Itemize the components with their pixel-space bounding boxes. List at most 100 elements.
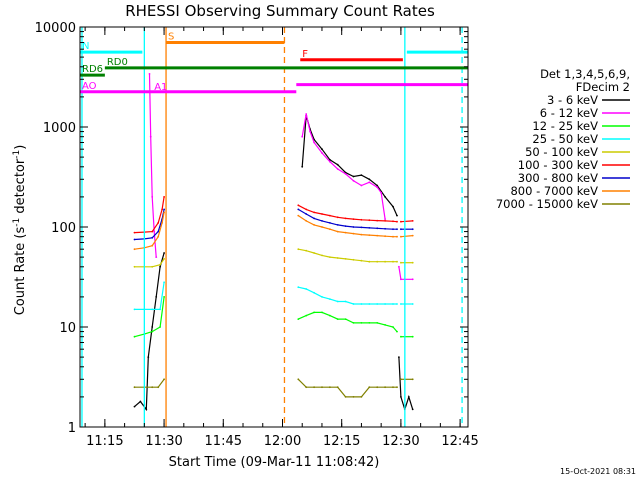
series-6-point-0-3	[157, 230, 160, 233]
series-1-point-1-9	[360, 184, 363, 187]
series-3-point-1-9	[368, 303, 371, 305]
plot-area: S N F RD0 RD6 AO A1	[80, 27, 468, 427]
series-6-point-1-1	[305, 213, 308, 215]
series-6-point-1-11	[384, 227, 386, 230]
series-1-point-0-0	[148, 73, 151, 75]
series-4-point-1-2	[313, 252, 315, 254]
series-1-point-2-1	[400, 278, 402, 281]
series-5-point-1-1	[305, 208, 308, 211]
series-2-point-2-1	[411, 335, 414, 338]
series-1-point-0-2	[151, 196, 154, 198]
series-3-point-1-2	[313, 291, 315, 294]
series-5-segment-2	[400, 220, 413, 223]
series-4-point-1-5	[336, 257, 339, 259]
series-4-point-1-0	[297, 248, 300, 251]
series-3-point-1-11	[384, 303, 386, 305]
series-3-point-1-10	[376, 303, 379, 305]
y-tick-label-0: 1	[68, 421, 76, 436]
series-7-point-1-1	[305, 220, 308, 222]
series-7	[133, 211, 414, 251]
series-5	[133, 196, 414, 234]
series-6-point-1-10	[376, 227, 379, 230]
series-1-segment-1	[301, 113, 386, 220]
series-3-point-0-2	[151, 308, 154, 311]
flag-label-0: S	[168, 31, 174, 42]
series-7-point-1-13	[396, 235, 398, 238]
series-8-point-2-0	[400, 378, 402, 381]
series-0-point-0-5	[155, 296, 158, 298]
series-2-point-1-6	[344, 318, 347, 320]
series-1-point-1-8	[352, 179, 355, 182]
series-0-point-0-1	[139, 400, 142, 403]
y-label-part-2: detector	[13, 158, 28, 218]
y-tick-label-4: 10000	[35, 21, 76, 36]
series-8-point-1-9	[368, 386, 371, 389]
series-2-point-2-0	[400, 335, 402, 338]
series-4-point-1-13	[396, 260, 398, 263]
series-8-segment-1	[297, 378, 397, 398]
series-6-point-1-2	[313, 217, 315, 220]
axis-layer: 11:15 11:30 11:45 12:00 12:15 12:30 12:45 1 10 10…	[35, 21, 479, 449]
series-4-point-1-10	[376, 260, 379, 263]
series-6-point-1-7	[352, 226, 355, 228]
series-layer	[133, 73, 414, 412]
series-5-point-1-12	[392, 220, 394, 223]
series-4-point-1-3	[321, 254, 323, 257]
series-5-point-0-0	[133, 231, 136, 234]
series-4-point-1-1	[305, 249, 308, 252]
series-2-point-1-2	[313, 311, 315, 314]
series-4-point-1-11	[384, 260, 386, 263]
series-8-point-1-10	[376, 386, 379, 389]
series-6	[133, 208, 414, 241]
series-0-point-2-0	[398, 356, 400, 358]
series-6-segment-1	[297, 208, 397, 230]
series-7-point-1-9	[368, 234, 371, 237]
series-1-segment-2	[398, 266, 413, 280]
series-6-point-1-9	[368, 227, 371, 229]
y-label-part-1: Count Rate (s	[13, 227, 28, 316]
series-6-point-0-2	[151, 236, 154, 239]
series-5-point-1-8	[360, 218, 363, 221]
series-3-point-0-3	[159, 308, 162, 311]
series-6-point-1-8	[360, 226, 363, 229]
series-1-point-1-11	[376, 186, 379, 189]
y-tick-label-3: 1000	[43, 121, 76, 136]
series-2-point-1-1	[305, 314, 308, 317]
series-3-point-2-1	[411, 303, 414, 305]
series-6-point-1-3	[321, 220, 323, 222]
series-1-point-1-12	[380, 191, 383, 194]
series-4	[133, 248, 414, 268]
series-3-point-1-12	[392, 303, 394, 305]
series-7-point-1-0	[297, 214, 300, 217]
series-6-point-1-0	[297, 208, 300, 211]
series-4-segment-0	[134, 258, 165, 268]
series-6-point-1-6	[344, 225, 347, 228]
series-5-point-1-6	[344, 217, 347, 220]
series-7-point-1-2	[313, 224, 315, 226]
chart-title: RHESSI Observing Summary Count Rates	[125, 2, 435, 20]
series-2-point-1-7	[352, 322, 355, 324]
series-1-point-1-5	[329, 160, 331, 163]
series-3	[133, 281, 414, 311]
legend-label-5: 100 - 300 keV	[518, 158, 598, 172]
series-6-point-2-1	[411, 228, 414, 231]
series-6-point-0-0	[133, 238, 136, 241]
series-8-point-0-0	[133, 386, 136, 389]
series-5-point-1-10	[376, 219, 379, 222]
series-5-point-2-1	[411, 220, 414, 222]
series-3-point-1-6	[344, 300, 347, 303]
legend-label-0: 3 - 6 keV	[547, 93, 598, 107]
series-6-point-0-5	[163, 208, 166, 211]
series-3-point-1-3	[321, 296, 323, 298]
series-7-point-0-2	[151, 244, 154, 247]
series-7-point-0-3	[157, 235, 160, 238]
series-0-point-1-6	[336, 163, 339, 166]
series-6-point-2-0	[400, 228, 402, 231]
series-0-segment-2	[398, 357, 414, 412]
series-3-point-2-0	[400, 303, 402, 305]
series-0-point-0-0	[133, 405, 136, 408]
series-5-point-1-5	[336, 216, 339, 219]
series-8-point-2-1	[411, 378, 414, 381]
series-6-point-1-4	[329, 222, 331, 224]
